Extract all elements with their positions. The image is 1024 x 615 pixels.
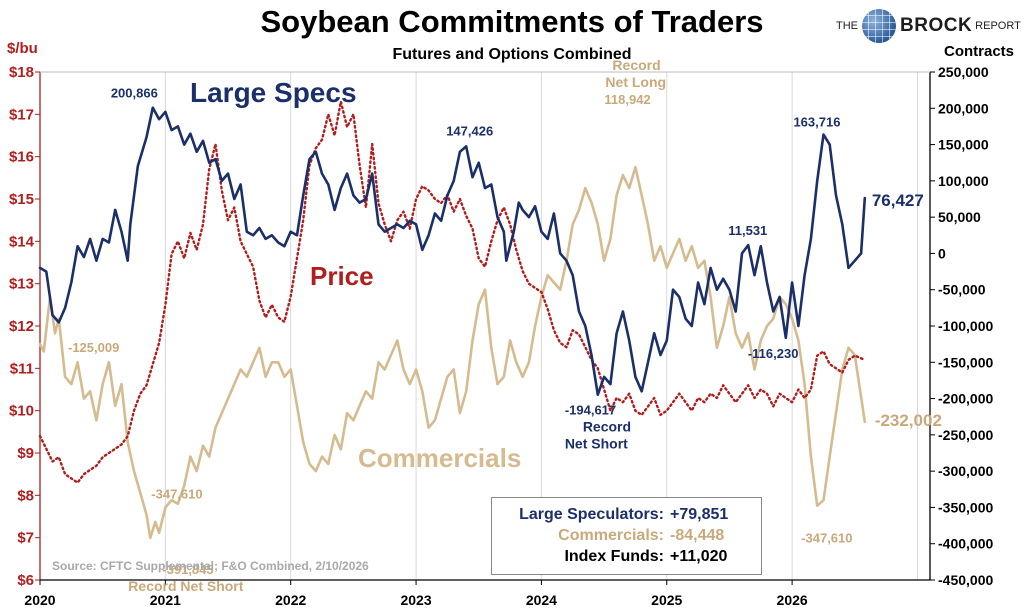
x-tick-label: 2023 [400, 592, 431, 608]
x-tick-label: 2020 [24, 592, 55, 608]
right-tick-label: 250,000 [938, 64, 989, 80]
annotation-label: Record Net Short [128, 578, 243, 594]
annotation-label: 76,427 [872, 191, 924, 210]
x-tick-label: 2022 [275, 592, 306, 608]
annotation-label: 147,426 [446, 123, 493, 138]
left-tick-label: $11 [10, 360, 34, 377]
chart-subtitle: Futures and Options Combined [392, 46, 632, 63]
left-tick-label: $7 [17, 530, 34, 547]
right-tick-label: 100,000 [938, 173, 989, 189]
globe-icon [862, 9, 896, 43]
left-tick-label: $13 [9, 276, 34, 293]
annotation-label: -347,610 [151, 487, 202, 502]
right-tick-label: -450,000 [938, 572, 993, 588]
right-tick-label: -100,000 [938, 318, 993, 334]
series-line-commercials [38, 165, 867, 540]
annotation-label: Record [612, 57, 660, 73]
legend-label: Commercials: [558, 527, 664, 544]
right-tick-label: 150,000 [938, 137, 989, 153]
left-axis-unit: $/bu [7, 40, 38, 57]
left-tick-label: $14 [9, 233, 35, 250]
right-tick-label: -300,000 [938, 463, 993, 479]
right-tick-label: 0 [938, 245, 946, 261]
positions-legend-box: Large Speculators: +79,851 Commercials: -8… [491, 497, 762, 575]
legend-row-commercials: Commercials: -84,448 [498, 527, 724, 545]
legend-row-index-funds: Index Funds: +11,020 [498, 548, 727, 566]
annotation-label: -116,230 [748, 346, 799, 361]
left-tick-label: $6 [17, 572, 34, 589]
right-tick-label: -350,000 [938, 499, 993, 515]
right-tick-label: -200,000 [938, 391, 993, 407]
annotation-label: Net Long [605, 74, 666, 90]
right-tick-label: -250,000 [938, 427, 993, 443]
chart-title: Soybean Commitments of Traders [260, 4, 764, 39]
legend-value: +79,851 [670, 506, 729, 523]
series-label-price: Price [310, 261, 374, 291]
left-tick-label: $15 [9, 191, 34, 208]
legend-label: Large Speculators: [519, 506, 664, 523]
annotation-label: -347,610 [801, 531, 852, 546]
series-line-large-specs [38, 106, 867, 396]
brock-report-logo: THE BROCK REPORT [836, 6, 1021, 46]
annotation-label: 11,531 [728, 223, 767, 238]
logo-report-text: REPORT [975, 20, 1021, 32]
annotation-label: 118,942 [604, 92, 650, 107]
legend-value: +11,020 [670, 548, 728, 565]
x-tick-label: 2021 [150, 592, 181, 608]
left-tick-label: $8 [17, 487, 34, 504]
logo-the-text: THE [836, 20, 858, 32]
x-tick-label: 2024 [526, 592, 557, 608]
annotation-label: Net Short [565, 436, 628, 452]
legend-row-large-speculators: Large Speculators: +79,851 [498, 506, 728, 524]
x-tick-label: 2026 [777, 592, 808, 608]
right-tick-label: 50,000 [938, 209, 981, 225]
right-tick-label: 200,000 [938, 100, 989, 116]
annotation-label: -125,009 [68, 340, 119, 355]
series-line-price [38, 100, 866, 484]
left-tick-label: $16 [9, 149, 34, 166]
right-tick-label: -50,000 [938, 282, 986, 298]
annotation-label: Record [583, 419, 631, 435]
annotation-label: 163,716 [793, 115, 840, 130]
legend-label: Index Funds: [564, 548, 664, 565]
left-tick-label: $9 [17, 445, 34, 462]
left-tick-label: $12 [9, 318, 34, 335]
right-tick-label: -150,000 [938, 354, 993, 370]
x-tick-label: 2025 [651, 592, 682, 608]
annotation-label: -194,617 [565, 403, 616, 418]
right-tick-label: -400,000 [938, 536, 993, 552]
annotation-label: -232,002 [875, 411, 942, 430]
left-tick-label: $17 [9, 106, 34, 123]
series-label-large-specs: Large Specs [190, 77, 357, 108]
right-axis-unit: Contracts [943, 43, 1014, 60]
plot-area [40, 72, 930, 580]
series-label-commercials: Commercials [358, 443, 521, 473]
annotation-label: -391,845 [162, 562, 213, 577]
annotation-label: 200,866 [111, 86, 158, 101]
source-note: Source: CFTC Supplemental; F&O Combined,… [52, 559, 369, 573]
left-tick-label: $18 [9, 64, 34, 81]
legend-value: -84,448 [670, 527, 725, 544]
logo-brock-text: BROCK [900, 15, 973, 36]
left-tick-label: $10 [9, 403, 34, 420]
